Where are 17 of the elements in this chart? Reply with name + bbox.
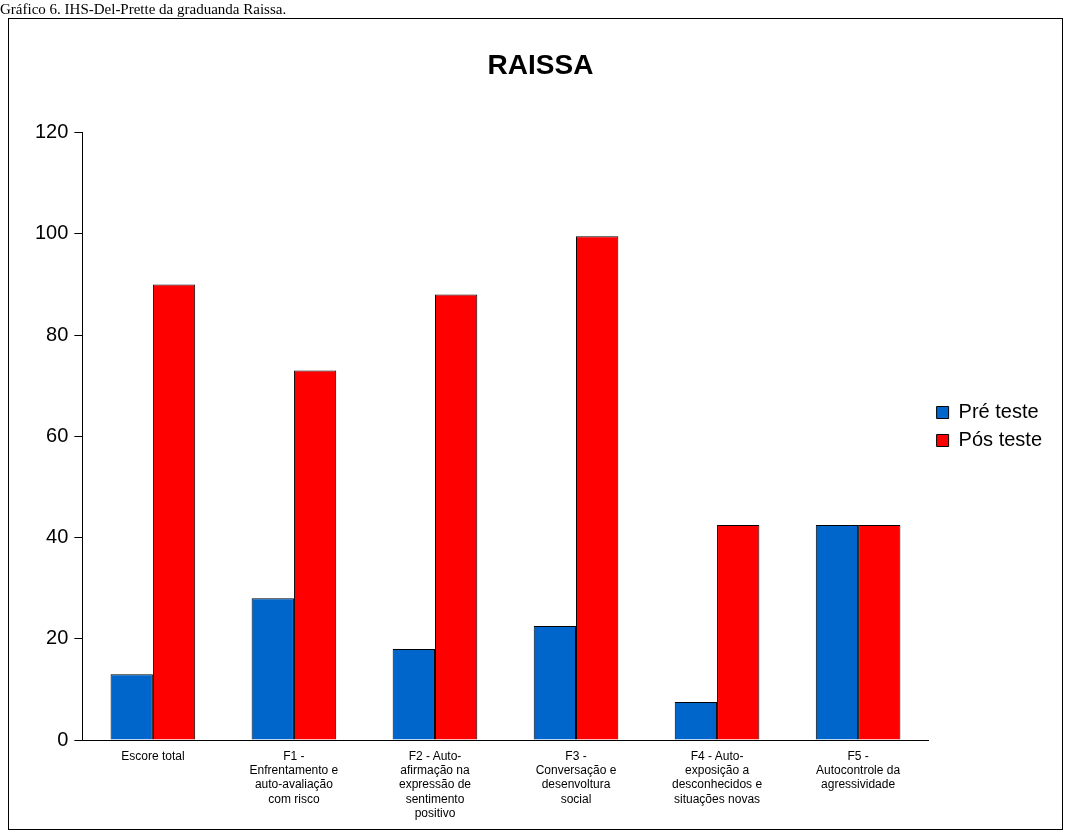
x-tick-label: F4 - Auto-exposição a desconhecidos e situações novas xyxy=(672,748,763,806)
x-tick-label: F5 - Autocontrole da agressividade xyxy=(816,748,901,792)
x-tick-label: Escore total xyxy=(121,748,185,763)
x-tick-label: F1 - Enfrentamento e auto-avaliação com risco xyxy=(249,748,339,806)
y-tick-label: 60 xyxy=(46,423,69,446)
y-tick-label: 40 xyxy=(46,525,69,548)
text: Gráfico 6. IHS-Del-Prette da graduanda Raissa. xyxy=(0,0,288,18)
legend-label: Pré teste xyxy=(958,400,1039,423)
chart-title: RAISSA xyxy=(487,48,594,80)
y-tick-label: 0 xyxy=(57,727,69,750)
x-tick-label: F3 - Conversação e desenvoltura social xyxy=(535,748,617,806)
y-tick-label: 100 xyxy=(34,221,69,244)
y-tick-label: 80 xyxy=(46,322,69,345)
y-tick-label: 20 xyxy=(46,626,69,649)
x-tick-label: F2 - Auto-afirmação na expressão de sentimento positivo xyxy=(398,748,472,821)
y-tick-label: 120 xyxy=(34,120,69,143)
legend-label: Pós teste xyxy=(958,428,1043,451)
